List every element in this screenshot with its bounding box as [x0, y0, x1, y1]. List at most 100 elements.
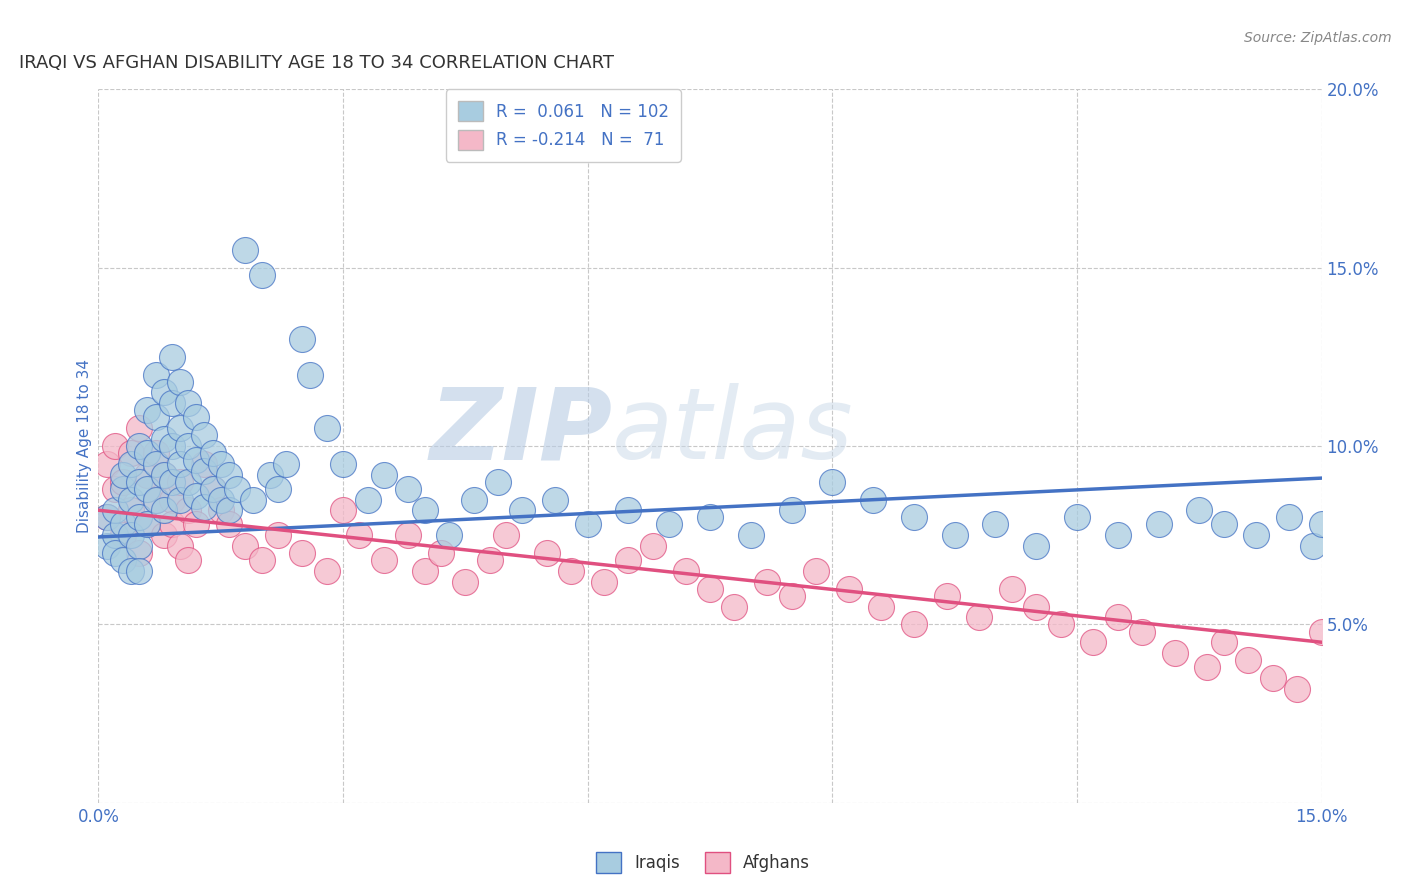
Point [104, 528, 127, 542]
Point [201, 482, 224, 496]
Point [233, 539, 256, 553]
Point [145, 457, 167, 471]
Point [120, 528, 142, 542]
Point [128, 421, 150, 435]
Text: atlas: atlas [612, 384, 853, 480]
Y-axis label: Disability Age 18 to 34: Disability Age 18 to 34 [77, 359, 91, 533]
Point [1049, 617, 1071, 632]
Point [1261, 671, 1284, 685]
Point [967, 610, 990, 624]
Point [1083, 635, 1105, 649]
Point [870, 599, 893, 614]
Point [250, 553, 273, 567]
Point [437, 528, 460, 542]
Point [373, 467, 395, 482]
Point [111, 467, 134, 482]
Point [186, 489, 208, 503]
Point [186, 410, 208, 425]
Point [160, 350, 183, 364]
Point [152, 432, 174, 446]
Point [299, 368, 322, 382]
Point [1107, 610, 1129, 624]
Point [177, 396, 200, 410]
Point [1197, 660, 1219, 674]
Point [120, 564, 142, 578]
Point [218, 503, 240, 517]
Point [96, 539, 118, 553]
Point [740, 528, 762, 542]
Point [396, 482, 419, 496]
Point [136, 517, 159, 532]
Point [96, 510, 118, 524]
Point [128, 564, 150, 578]
Point [1001, 582, 1024, 596]
Point [486, 475, 509, 489]
Point [332, 503, 354, 517]
Point [169, 492, 191, 507]
Point [413, 564, 436, 578]
Point [160, 396, 183, 410]
Point [111, 475, 134, 489]
Point [152, 528, 174, 542]
Point [1286, 681, 1309, 696]
Point [838, 582, 860, 596]
Point [396, 528, 419, 542]
Point [780, 589, 803, 603]
Point [218, 517, 240, 532]
Point [536, 546, 558, 560]
Point [756, 574, 779, 589]
Point [699, 510, 721, 524]
Point [242, 492, 264, 507]
Point [104, 482, 127, 496]
Point [160, 492, 183, 507]
Point [209, 457, 232, 471]
Point [315, 564, 337, 578]
Point [136, 403, 159, 417]
Point [804, 564, 827, 578]
Point [201, 482, 224, 496]
Point [1107, 528, 1129, 542]
Point [128, 439, 150, 453]
Point [1392, 510, 1406, 524]
Point [1212, 517, 1234, 532]
Point [1237, 653, 1260, 667]
Point [1130, 624, 1153, 639]
Point [104, 439, 127, 453]
Point [1212, 635, 1234, 649]
Point [193, 500, 215, 514]
Text: ZIP: ZIP [429, 384, 612, 480]
Point [136, 482, 159, 496]
Point [128, 546, 150, 560]
Point [193, 464, 215, 478]
Point [1302, 539, 1324, 553]
Point [152, 503, 174, 517]
Point [177, 439, 200, 453]
Point [120, 446, 142, 460]
Point [413, 503, 436, 517]
Point [145, 492, 167, 507]
Point [177, 475, 200, 489]
Point [128, 475, 150, 489]
Point [560, 564, 582, 578]
Point [512, 503, 534, 517]
Point [1375, 528, 1398, 542]
Legend: Iraqis, Afghans: Iraqis, Afghans [589, 846, 817, 880]
Point [821, 475, 844, 489]
Point [903, 510, 925, 524]
Point [186, 453, 208, 467]
Point [675, 564, 697, 578]
Point [699, 582, 721, 596]
Point [145, 492, 167, 507]
Point [576, 517, 599, 532]
Point [1310, 624, 1333, 639]
Point [96, 510, 118, 524]
Point [136, 446, 159, 460]
Point [160, 439, 183, 453]
Point [169, 475, 191, 489]
Point [226, 482, 249, 496]
Point [1025, 599, 1047, 614]
Point [862, 492, 884, 507]
Point [984, 517, 1007, 532]
Point [111, 528, 134, 542]
Text: IRAQI VS AFGHAN DISABILITY AGE 18 TO 34 CORRELATION CHART: IRAQI VS AFGHAN DISABILITY AGE 18 TO 34 … [18, 54, 614, 72]
